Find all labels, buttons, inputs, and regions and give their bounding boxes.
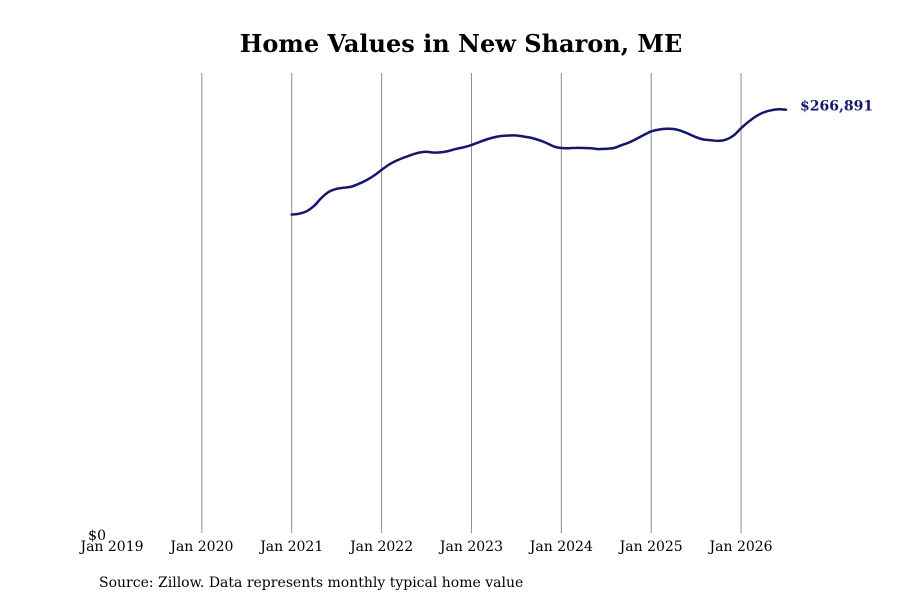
x-tick-label: Jan 2026: [708, 539, 773, 555]
x-axis-ticks: Jan 2019 Jan 2020 Jan 2021 Jan 2022 Jan 2023…: [78, 539, 772, 555]
y-tick-label: $0: [88, 528, 106, 544]
series-line-0: [290, 108, 788, 216]
y-axis-ticks: $0: [88, 528, 106, 544]
source-note: Source: Zillow. Data represents monthly …: [99, 575, 523, 591]
end-value-label: $266,891: [800, 99, 873, 115]
x-tick-label: Jan 2021: [258, 539, 323, 555]
x-tick-label: Jan 2023: [438, 539, 503, 555]
gridlines: [201, 73, 742, 533]
x-tick-label: Jan 2022: [348, 539, 413, 555]
x-tick-label: Jan 2024: [528, 539, 593, 555]
x-tick-label: Jan 2020: [168, 539, 233, 555]
series-layer: [290, 108, 788, 216]
chart-title: Home Values in New Sharon, ME: [240, 29, 683, 58]
x-tick-label: Jan 2025: [618, 539, 683, 555]
x-tick-label: Jan 2019: [78, 539, 143, 555]
